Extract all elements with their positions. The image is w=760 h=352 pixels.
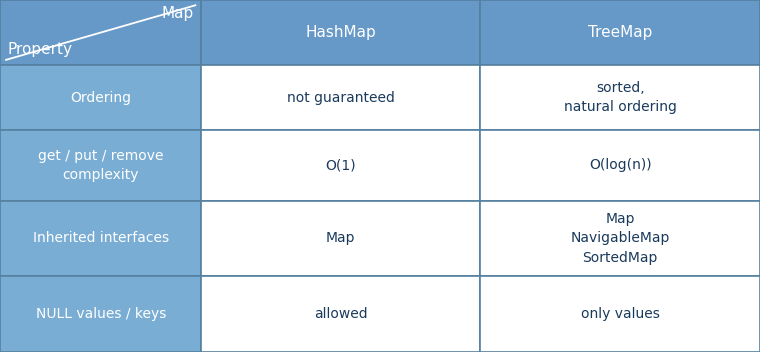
Text: Ordering: Ordering (70, 91, 131, 105)
Bar (0, 130, 201, 201)
Bar (0, 201, 201, 276)
Bar (480, 65, 760, 130)
Bar (201, 130, 480, 201)
Bar (201, 201, 480, 276)
Bar (201, 65, 480, 130)
Text: Map: Map (162, 6, 194, 21)
Text: TreeMap: TreeMap (588, 25, 652, 40)
Text: NULL values / keys: NULL values / keys (36, 307, 166, 321)
Bar (0, 276, 201, 352)
Bar (201, 0, 480, 65)
Text: sorted,
natural ordering: sorted, natural ordering (564, 81, 676, 114)
Text: Map: Map (326, 232, 356, 245)
Bar (480, 0, 760, 65)
Bar (480, 201, 760, 276)
Bar (480, 276, 760, 352)
Bar (201, 276, 480, 352)
Text: O(1): O(1) (325, 158, 356, 172)
Text: Inherited interfaces: Inherited interfaces (33, 232, 169, 245)
Bar (0, 0, 201, 65)
Bar (0, 65, 201, 130)
Text: HashMap: HashMap (306, 25, 376, 40)
Text: get / put / remove
complexity: get / put / remove complexity (38, 149, 163, 182)
Bar (480, 130, 760, 201)
Text: O(log(n)): O(log(n)) (589, 158, 651, 172)
Text: Map
NavigableMap
SortedMap: Map NavigableMap SortedMap (571, 212, 670, 265)
Text: only values: only values (581, 307, 660, 321)
Text: allowed: allowed (314, 307, 368, 321)
Text: Property: Property (8, 42, 73, 57)
Text: not guaranteed: not guaranteed (287, 91, 394, 105)
